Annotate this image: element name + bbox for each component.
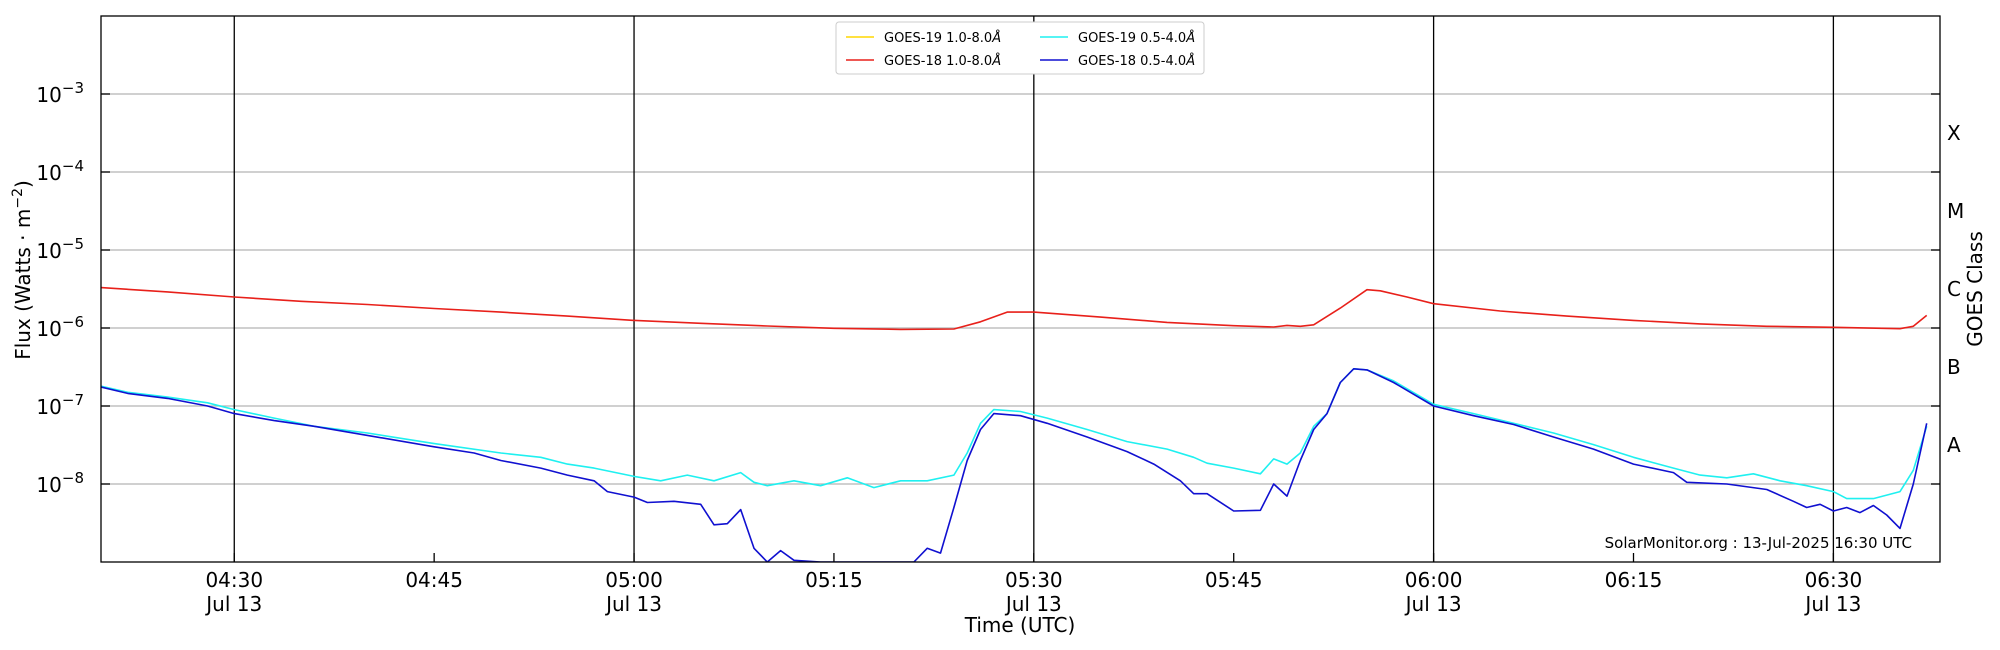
credit-annotation: SolarMonitor.org : 13-Jul-2025 16:30 UTC [1605,534,1912,552]
plot-frame [100,15,1941,563]
y-tick-exponent: −8 [62,469,84,487]
x-tick-label-time: 06:30 [1805,568,1863,592]
legend-label: GOES-18 1.0-8.0Å [884,53,1001,69]
legend-label: GOES-18 0.5-4.0Å [1078,53,1195,69]
x-tick-label-date: Jul 13 [204,592,262,616]
series-layer [101,286,1928,562]
x-tick-label-time: 04:45 [405,568,463,592]
y-tick-base: 10 [36,83,61,107]
x-tick-label-date: Jul 13 [1803,592,1861,616]
y-tick-label: 10−5 [36,235,84,263]
y-axis-title: Flux (Watts · m−2) [10,180,35,360]
y-tick-label: 10−3 [36,79,84,107]
goes-class-m: M [1947,199,1964,223]
right-axis-title: GOES Class [1963,231,1987,347]
goes-class-a: A [1947,433,1961,457]
y-tick-base: 10 [36,317,61,341]
goes-class-labels: A B C M X [1947,121,1964,457]
y-tick-label: 10−7 [36,391,84,419]
legend-box [835,21,1205,75]
legend: GOES-19 1.0-8.0Å GOES-18 1.0-8.0Å GOES-19 … [835,21,1205,75]
y-tick-label: 10−8 [36,469,84,497]
y-tick-exponent: −5 [62,235,84,253]
goes-class-b: B [1947,355,1961,379]
legend-label: GOES-19 0.5-4.0Å [1078,30,1195,46]
y-tick-base: 10 [36,473,61,497]
day-boundary-lines [233,16,1835,562]
x-tick-label-time: 05:15 [805,568,863,592]
legend-items: GOES-19 1.0-8.0Å GOES-18 1.0-8.0Å GOES-19 … [846,30,1195,69]
x-tick-label-time: 05:45 [1205,568,1263,592]
y-axis-title-close: ) [11,180,35,188]
series-line-goes-18-0-5-4-0 [101,367,1928,562]
goes-class-x: X [1947,121,1961,145]
series-line-goes-19-0-5-4-0 [101,367,1928,500]
legend-label: GOES-19 1.0-8.0Å [884,30,1001,46]
x-tick-label-date: Jul 13 [604,592,662,616]
y-tick-base: 10 [36,161,61,185]
y-tick-exponent: −7 [62,391,84,409]
x-axis-title: Time (UTC) [964,613,1076,637]
y-axis-title-exponent: −2 [10,188,26,209]
x-tick-label-time: 05:00 [605,568,663,592]
y-tick-exponent: −4 [62,157,84,175]
y-tick-label: 10−4 [36,157,84,185]
grid-layer [101,93,1940,485]
tick-marks [101,93,1940,562]
x-tick-label-time: 06:15 [1605,568,1663,592]
y-tick-exponent: −3 [62,79,84,97]
x-tick-label-time: 05:30 [1005,568,1063,592]
x-tick-label-time: 04:30 [205,568,263,592]
y-tick-base: 10 [36,239,61,263]
series-line-goes-18-1-0-8-0 [101,286,1928,331]
goes-class-c: C [1947,277,1961,301]
x-tick-label-date: Jul 13 [1404,592,1462,616]
y-tick-label: 10−6 [36,313,84,341]
y-tick-base: 10 [36,395,61,419]
x-tick-label-date: Jul 13 [1004,592,1062,616]
y-tick-labels: 10−810−710−610−510−410−3 [36,79,84,497]
x-tick-label-time: 06:00 [1405,568,1463,592]
y-tick-exponent: −6 [62,313,84,331]
y-axis-title-main: Flux (Watts · m [11,209,35,360]
